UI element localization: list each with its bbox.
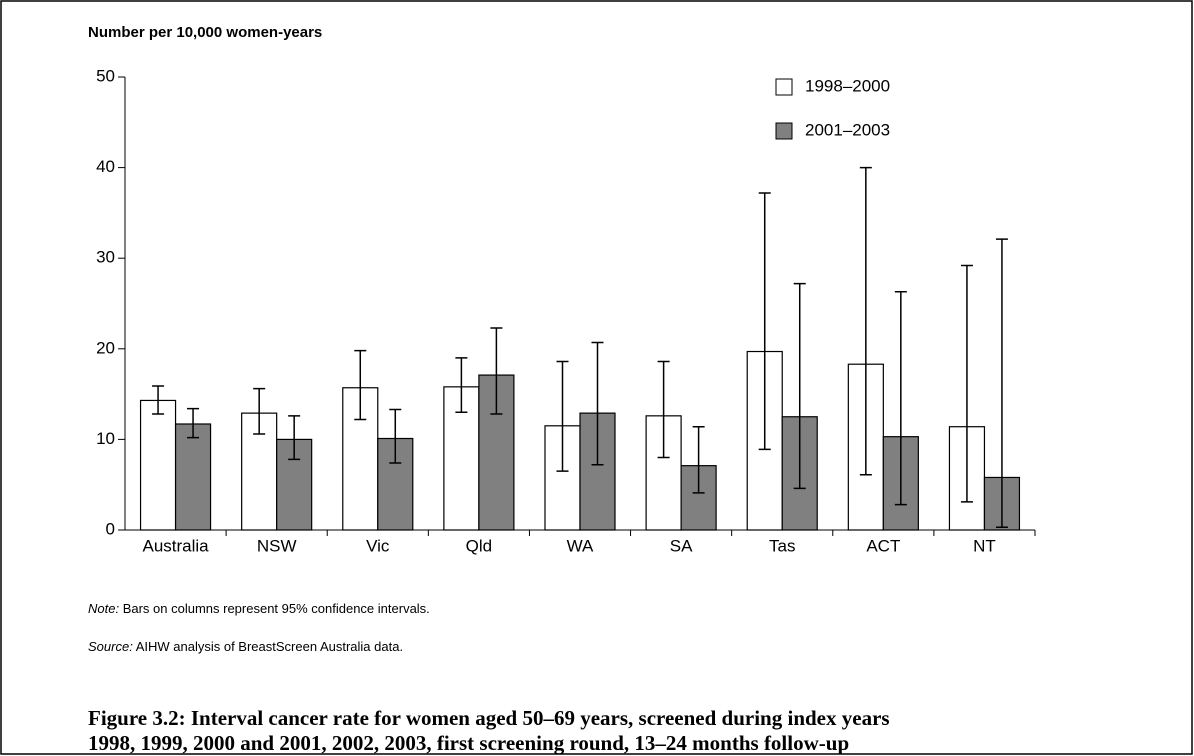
error-bar xyxy=(692,425,705,494)
error-bar xyxy=(187,407,200,439)
y-tick-label: 40 xyxy=(96,157,115,176)
error-bar xyxy=(758,192,771,451)
y-tick-label: 20 xyxy=(96,338,115,357)
note: Note: Bars on columns represent 95% conf… xyxy=(88,601,430,616)
caption: Figure 3.2: Interval cancer rate for wom… xyxy=(88,706,890,730)
y-tick-label: 30 xyxy=(96,248,115,267)
x-tick-label: WA xyxy=(567,536,594,555)
error-bar xyxy=(556,360,569,472)
y-tick-label: 50 xyxy=(96,66,115,85)
x-tick-label: SA xyxy=(670,536,693,555)
error-bar xyxy=(389,408,402,464)
legend-swatch xyxy=(775,122,793,140)
error-bar xyxy=(859,166,872,476)
source-text: AIHW analysis of BreastScreen Australia … xyxy=(133,639,403,654)
x-tick-label: Australia xyxy=(142,536,209,555)
error-bar xyxy=(288,415,301,461)
error-bar xyxy=(960,264,973,503)
bar xyxy=(139,399,177,531)
error-bar xyxy=(793,282,806,490)
x-tick-label: Qld xyxy=(466,536,492,555)
error-bar xyxy=(152,385,165,415)
y-axis-label: Number per 10,000 women-years xyxy=(88,24,322,41)
bar xyxy=(241,412,278,531)
note-text: Bars on columns represent 95% confidence… xyxy=(119,601,430,616)
x-tick-label: Vic xyxy=(366,536,390,555)
error-bar xyxy=(490,327,503,415)
x-tick-label: NSW xyxy=(257,536,297,555)
source: Source: AIHW analysis of BreastScreen Au… xyxy=(88,639,403,654)
x-tick-label: Tas xyxy=(769,536,795,555)
legend-label: 1998–2000 xyxy=(805,76,890,95)
error-bar xyxy=(591,341,604,466)
bar xyxy=(276,438,313,531)
error-bar xyxy=(253,387,266,435)
x-tick-label: NT xyxy=(973,536,996,555)
source-label: Source: xyxy=(88,639,133,654)
bar xyxy=(174,423,212,531)
bar xyxy=(377,437,414,531)
error-bar xyxy=(657,360,670,459)
legend-swatch xyxy=(775,78,793,96)
error-bar xyxy=(455,357,468,413)
error-bar xyxy=(894,290,907,506)
error-bar xyxy=(995,238,1008,529)
caption: 1998, 1999, 2000 and 2001, 2002, 2003, f… xyxy=(88,731,849,755)
y-tick-label: 10 xyxy=(96,429,115,448)
y-tick-label: 0 xyxy=(106,519,115,538)
error-bar xyxy=(354,349,367,421)
x-tick-label: ACT xyxy=(866,536,900,555)
note-label: Note: xyxy=(88,601,119,616)
legend-label: 2001–2003 xyxy=(805,120,890,139)
